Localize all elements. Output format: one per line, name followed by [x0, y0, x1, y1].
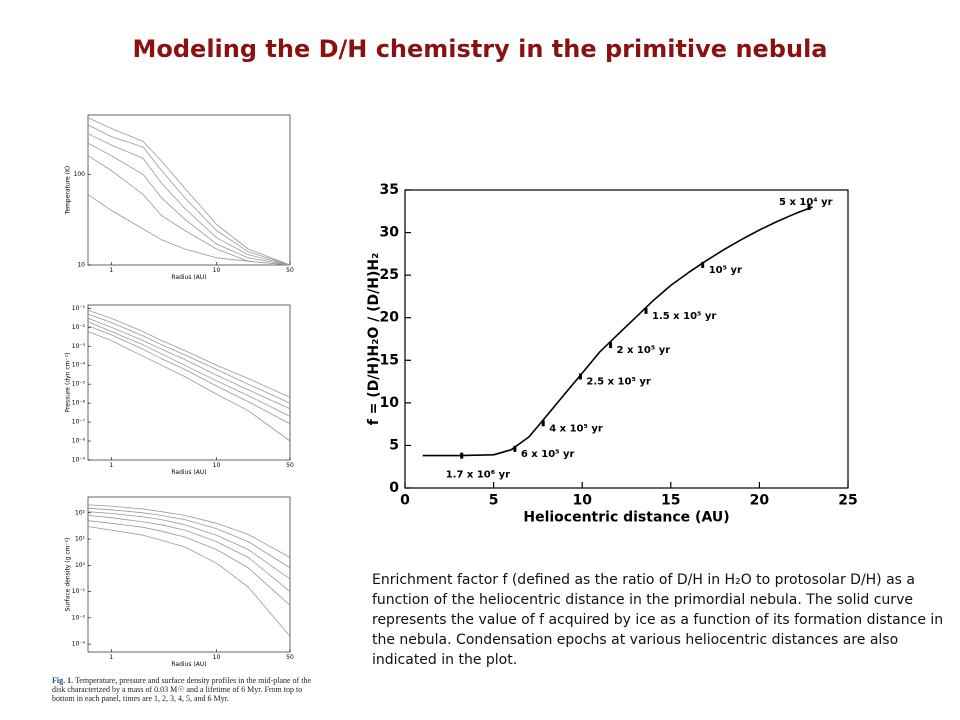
series-line — [87, 313, 291, 404]
y-axis-label: Pressure (dyn cm⁻²) — [65, 353, 72, 413]
series-line — [87, 504, 291, 558]
series-line — [87, 117, 291, 266]
y-tick-label: 10⁻³ — [72, 343, 86, 350]
figure-label: Fig. 1. — [52, 676, 74, 685]
x-tick-label: 20 — [750, 493, 770, 509]
series-line — [87, 317, 291, 410]
y-tick-label: 25 — [380, 267, 399, 283]
series-line — [87, 331, 291, 442]
y-tick-label: 10⁻³ — [72, 641, 86, 648]
series-line — [422, 206, 813, 457]
y-tick-label: 35 — [380, 182, 399, 198]
epoch-label: 4 x 10⁵ yr — [549, 423, 603, 434]
y-tick-label: 10² — [75, 509, 86, 516]
x-tick-label: 10 — [213, 267, 221, 274]
series-line — [87, 133, 291, 266]
plot-frame — [404, 189, 849, 489]
caption: Enrichment factor f (defined as the rati… — [372, 572, 944, 668]
x-tick-label: 0 — [400, 493, 410, 509]
x-tick-label: 15 — [661, 493, 680, 509]
x-tick-label: 25 — [838, 493, 857, 509]
x-tick-label: 1 — [109, 267, 113, 274]
y-tick-label: 10⁻¹ — [72, 588, 86, 595]
plot-frame — [87, 496, 291, 653]
y-tick-label: 10⁻⁸ — [72, 438, 86, 445]
y-axis-label: f = (D/H)H₂O / (D/H)H₂ — [366, 253, 382, 426]
plot-frame — [87, 304, 291, 461]
x-tick-label: 5 — [489, 493, 499, 509]
series-line — [87, 515, 291, 592]
series-line — [87, 194, 291, 266]
y-tick-label: 10⁻² — [72, 614, 86, 621]
x-tick-label: 1 — [109, 462, 113, 469]
x-tick-label: 50 — [286, 267, 294, 274]
figure-text: Temperature, pressure and surface densit… — [52, 676, 311, 703]
epoch-label: 6 x 10⁵ yr — [521, 449, 575, 460]
y-tick-label: 10¹ — [75, 536, 86, 543]
x-tick-label: 1 — [109, 654, 113, 661]
plot-frame — [87, 114, 291, 266]
series-line — [87, 520, 291, 606]
x-tick-label: 50 — [286, 654, 294, 661]
series-line — [87, 526, 291, 637]
y-tick-label: 10⁻⁷ — [72, 419, 86, 426]
x-tick-label: 50 — [286, 462, 294, 469]
x-axis-label: Radius (AU) — [171, 661, 206, 668]
x-axis-label: Radius (AU) — [171, 274, 206, 281]
y-tick-label: 30 — [380, 225, 400, 241]
epoch-label: 2.5 x 10⁵ yr — [586, 376, 650, 387]
series-line — [87, 511, 291, 580]
y-tick-label: 10 — [77, 262, 85, 269]
epoch-label: 5 x 10⁴ yr — [779, 197, 833, 208]
y-tick-label: 10⁻⁶ — [72, 400, 86, 407]
epoch-label: 10⁵ yr — [709, 265, 742, 276]
y-tick-label: 5 — [389, 437, 399, 453]
y-tick-label: 100 — [74, 171, 86, 178]
series-line — [87, 309, 291, 398]
x-tick-label: 10 — [213, 654, 221, 661]
y-axis-label: Temperature (K) — [65, 166, 72, 216]
series-line — [87, 142, 291, 266]
y-tick-label: 10⁻¹ — [72, 305, 86, 312]
y-tick-label: 10 — [380, 395, 400, 411]
y-tick-label: 10⁰ — [75, 562, 86, 569]
series-line — [87, 321, 291, 417]
epoch-label: 1.5 x 10⁵ yr — [652, 311, 716, 322]
series-line — [87, 124, 291, 266]
x-tick-label: 10 — [213, 462, 221, 469]
y-tick-label: 10⁻² — [72, 324, 86, 331]
y-tick-label: 20 — [380, 310, 400, 326]
figure-caption: Fig. 1. Temperature, pressure and surfac… — [52, 676, 312, 703]
x-axis-label: Heliocentric distance (AU) — [523, 509, 729, 525]
x-axis-label: Radius (AU) — [171, 469, 206, 476]
series-line — [87, 155, 291, 266]
epoch-label: 1.7 x 10⁶ yr — [446, 470, 510, 481]
x-tick-label: 10 — [572, 493, 592, 509]
epoch-label: 2 x 10⁵ yr — [617, 345, 671, 356]
y-tick-label: 10⁻⁵ — [72, 381, 86, 388]
series-line — [87, 507, 291, 569]
y-tick-label: 10⁻⁴ — [72, 362, 86, 369]
y-tick-label: 0 — [389, 480, 399, 496]
y-axis-label: Surface density (g cm⁻²) — [65, 538, 72, 612]
slide-title: Modeling the D/H chemistry in the primit… — [132, 35, 827, 63]
y-tick-label: 15 — [380, 352, 399, 368]
series-line — [87, 325, 291, 425]
y-tick-label: 10⁻⁹ — [72, 457, 86, 464]
